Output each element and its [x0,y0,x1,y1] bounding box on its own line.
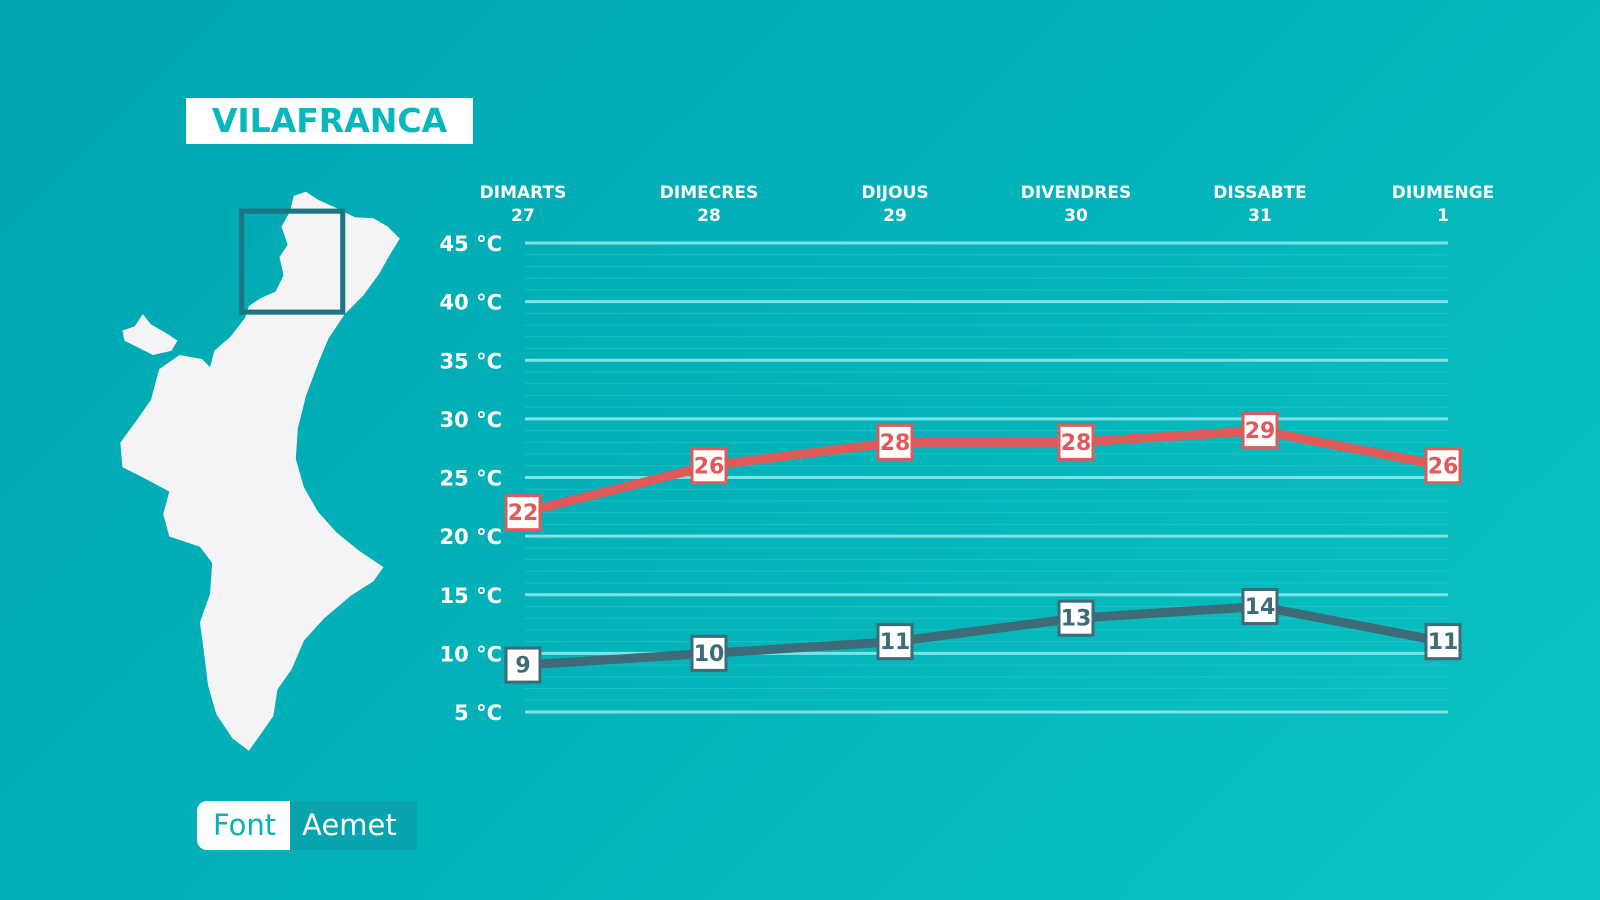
data-label: 9 [515,654,530,679]
y-tick-label: 5 °C [454,701,502,725]
data-label: 26 [694,454,725,479]
data-label: 22 [508,501,539,526]
day-name-label: DIVENDRES [1021,183,1132,203]
region-map [120,191,400,751]
max-data-point: 29 [1241,412,1279,450]
source-badge: Font Aemet [197,801,417,850]
day-name-label: DIMARTS [480,183,567,203]
data-label: 26 [1428,454,1459,479]
min-data-point: 11 [876,623,914,661]
y-tick-label: 30 °C [440,408,502,432]
map-island [122,314,178,355]
source-value: Aemet [290,801,417,850]
min-data-point: 10 [690,634,728,672]
min-data-point: 14 [1241,587,1279,625]
y-tick-label: 35 °C [440,349,502,373]
max-data-point: 28 [1057,423,1095,461]
min-data-point: 13 [1057,599,1095,637]
data-label-box [1241,587,1279,625]
y-tick-label: 10 °C [440,642,502,666]
location-title: VILAFRANCA [186,98,473,144]
data-label-box [504,494,542,532]
map-highlight-box [239,208,346,315]
data-label: 13 [1061,607,1092,632]
max-data-point: 26 [690,447,728,485]
data-label: 11 [880,630,911,655]
data-label-box [690,634,728,672]
y-tick-label: 25 °C [440,467,502,491]
data-label-box [876,423,914,461]
data-label: 28 [1061,431,1092,456]
y-tick-label: 40 °C [440,291,502,315]
day-date-label: 1 [1437,206,1449,226]
min-data-point: 11 [1424,623,1462,661]
day-name-label: DIJOUS [861,183,928,203]
max-data-point: 26 [1424,447,1462,485]
data-label-box [876,623,914,661]
map-shape [120,191,400,751]
data-label-box [504,646,542,684]
day-date-label: 28 [697,206,721,226]
max-data-point: 22 [504,494,542,532]
max-data-point: 28 [876,423,914,461]
y-tick-label: 15 °C [440,584,502,608]
data-label-box [690,447,728,485]
data-label: 28 [880,431,911,456]
y-tick-label: 45 °C [440,232,502,256]
max-temperature-line [521,426,1444,518]
data-label: 10 [694,642,725,667]
data-label: 14 [1245,595,1276,620]
min-temperature-line [522,601,1444,670]
day-name-label: DIUMENGE [1392,183,1495,203]
data-label-box [1424,447,1462,485]
data-label-box [1241,412,1279,450]
min-data-point: 9 [504,646,542,684]
source-label: Font [197,801,291,850]
y-tick-label: 20 °C [440,525,502,549]
day-date-label: 29 [883,206,907,226]
day-date-label: 30 [1064,206,1088,226]
data-label: 11 [1428,630,1459,655]
data-label-box [1424,623,1462,661]
data-label-box [1057,423,1095,461]
data-label-box [1057,599,1095,637]
day-name-label: DISSABTE [1213,183,1306,203]
day-date-label: 27 [511,206,535,226]
data-label: 29 [1245,419,1276,444]
day-name-label: DIMECRES [660,183,758,203]
day-date-label: 31 [1248,206,1272,226]
